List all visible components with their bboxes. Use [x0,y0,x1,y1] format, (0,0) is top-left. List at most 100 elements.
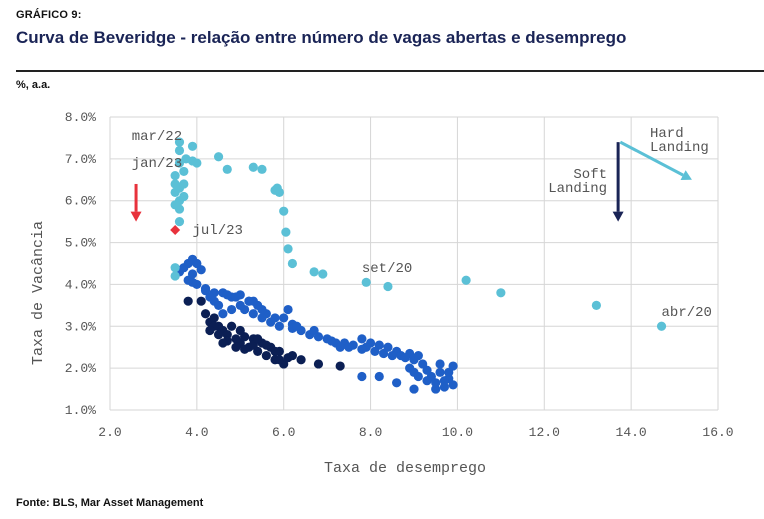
data-point [383,281,393,292]
data-point [170,171,180,181]
data-point [227,304,237,315]
data-point [222,164,232,174]
data-point [244,296,254,306]
data-point [274,321,284,331]
data-point [418,359,428,369]
data-point [435,367,445,377]
data-point [174,145,185,156]
data-point [281,227,291,237]
data-point [392,378,402,388]
data-point [439,382,449,392]
point-annotation: abr/20 [662,305,712,321]
data-point [174,158,185,168]
data-point [266,317,276,327]
hard-landing-label-line2: Landing [650,140,709,156]
y-tick-label: 7.0% [65,152,96,167]
x-tick-label: 12.0 [529,425,560,440]
data-point [283,244,293,254]
data-point [435,359,445,369]
y-tick-label: 4.0% [65,277,96,292]
data-point [296,355,306,365]
scenario-labels: Soft Landing Hard Landing [548,126,709,197]
point-annotation: jul/23 [193,223,243,239]
data-point [253,334,263,344]
data-point [213,330,224,340]
data-point [227,321,237,331]
data-point [209,313,219,323]
data-point [170,263,180,273]
data-point [174,137,185,147]
soft-landing-label-line2: Landing [548,181,607,197]
data-point [357,334,367,344]
data-point [231,342,241,352]
series-2010-2019 [174,254,458,394]
data-point [379,348,389,359]
data-point [656,321,667,331]
data-point [196,296,206,306]
data-point [183,296,193,306]
hard-landing-label-line1: Hard [650,126,684,142]
x-tick-label: 8.0 [359,425,382,440]
data-point [309,325,319,336]
x-tick-labels: 2.0 4.0 6.0 8.0 10.0 12.0 14.0 16.0 [98,425,733,440]
x-axis-label: Taxa de desemprego [324,460,486,477]
data-point [335,361,345,371]
data-point [222,290,232,300]
x-tick-label: 2.0 [98,425,121,440]
hard-landing-arrow [619,140,692,181]
data-point [287,258,297,269]
x-tick-label: 4.0 [185,425,208,440]
data-point [335,342,345,352]
x-tick-label: 10.0 [442,425,473,440]
data-point [413,371,423,382]
data-point [409,384,419,394]
data-point [287,350,297,361]
data-point [461,275,471,285]
series-2000-2009 [183,296,345,371]
unit-label: %, a.a. [16,79,51,91]
point-annotation: mar/22 [132,129,182,145]
series-jul/23 [170,225,181,236]
data-point [413,350,423,361]
data-point [235,325,245,336]
data-point [370,346,380,356]
x-tick-label: 14.0 [616,425,647,440]
data-point [261,350,271,361]
data-point [248,309,258,319]
annotations: mar/22 jan/23 jul/23 set/20 abr/20 [132,129,712,321]
data-point [205,325,215,336]
red-arrow [130,183,142,222]
data-point [326,336,337,346]
chart-kicker: GRÁFICO 9: [16,9,82,21]
data-point [496,288,506,298]
data-point [400,353,410,363]
data-point [174,217,185,227]
data-point [187,141,198,151]
y-tick-label: 3.0% [65,319,96,334]
data-point [240,344,250,354]
y-tick-label: 2.0% [65,361,96,376]
data-point [361,277,371,287]
data-point [218,338,228,348]
data-point [235,300,245,310]
data-point [313,359,324,369]
data-point [279,313,289,323]
title-divider [16,70,764,72]
data-point [444,367,454,377]
data-point [248,162,258,172]
data-point [261,340,271,350]
x-tick-label: 16.0 [702,425,733,440]
y-tick-label: 5.0% [65,236,96,251]
point-annotation: jan/23 [132,156,182,172]
data-point [218,309,228,319]
x-tick-label: 6.0 [272,425,295,440]
data-point [196,265,206,275]
data-point [181,154,191,164]
y-axis-label: Taxa de Vacância [30,221,47,365]
soft-landing-arrow [612,142,624,222]
data-point [374,371,384,382]
chart-title: Curva de Beveridge - relação entre númer… [16,28,627,47]
data-point [200,309,211,319]
data-point [170,179,180,189]
